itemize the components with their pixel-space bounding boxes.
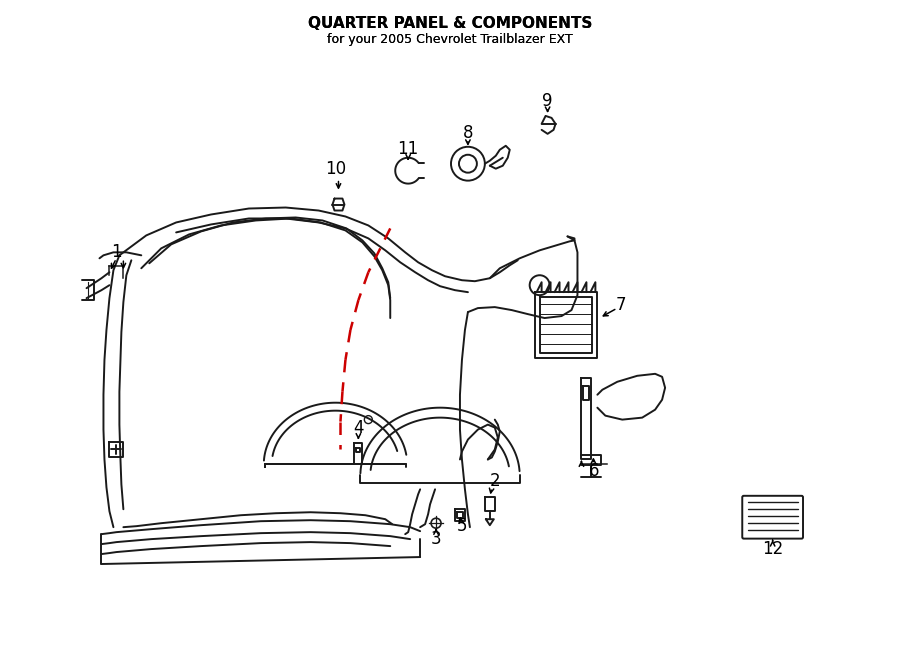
Text: 6: 6	[590, 463, 599, 481]
Text: 7: 7	[616, 296, 626, 314]
Text: 3: 3	[431, 530, 441, 548]
Text: 4: 4	[353, 418, 364, 436]
Text: QUARTER PANEL & COMPONENTS: QUARTER PANEL & COMPONENTS	[308, 16, 592, 31]
Text: 8: 8	[463, 124, 473, 142]
Text: 5: 5	[456, 517, 467, 535]
Text: 9: 9	[543, 92, 553, 110]
Text: for your 2005 Chevrolet Trailblazer EXT: for your 2005 Chevrolet Trailblazer EXT	[327, 33, 573, 46]
Text: 12: 12	[762, 540, 783, 558]
Text: 2: 2	[490, 473, 500, 490]
Text: for your 2005 Chevrolet Trailblazer EXT: for your 2005 Chevrolet Trailblazer EXT	[327, 33, 573, 46]
Text: 1: 1	[111, 243, 122, 261]
Text: QUARTER PANEL & COMPONENTS: QUARTER PANEL & COMPONENTS	[308, 16, 592, 31]
Text: 10: 10	[325, 160, 346, 178]
Text: 11: 11	[398, 139, 418, 158]
